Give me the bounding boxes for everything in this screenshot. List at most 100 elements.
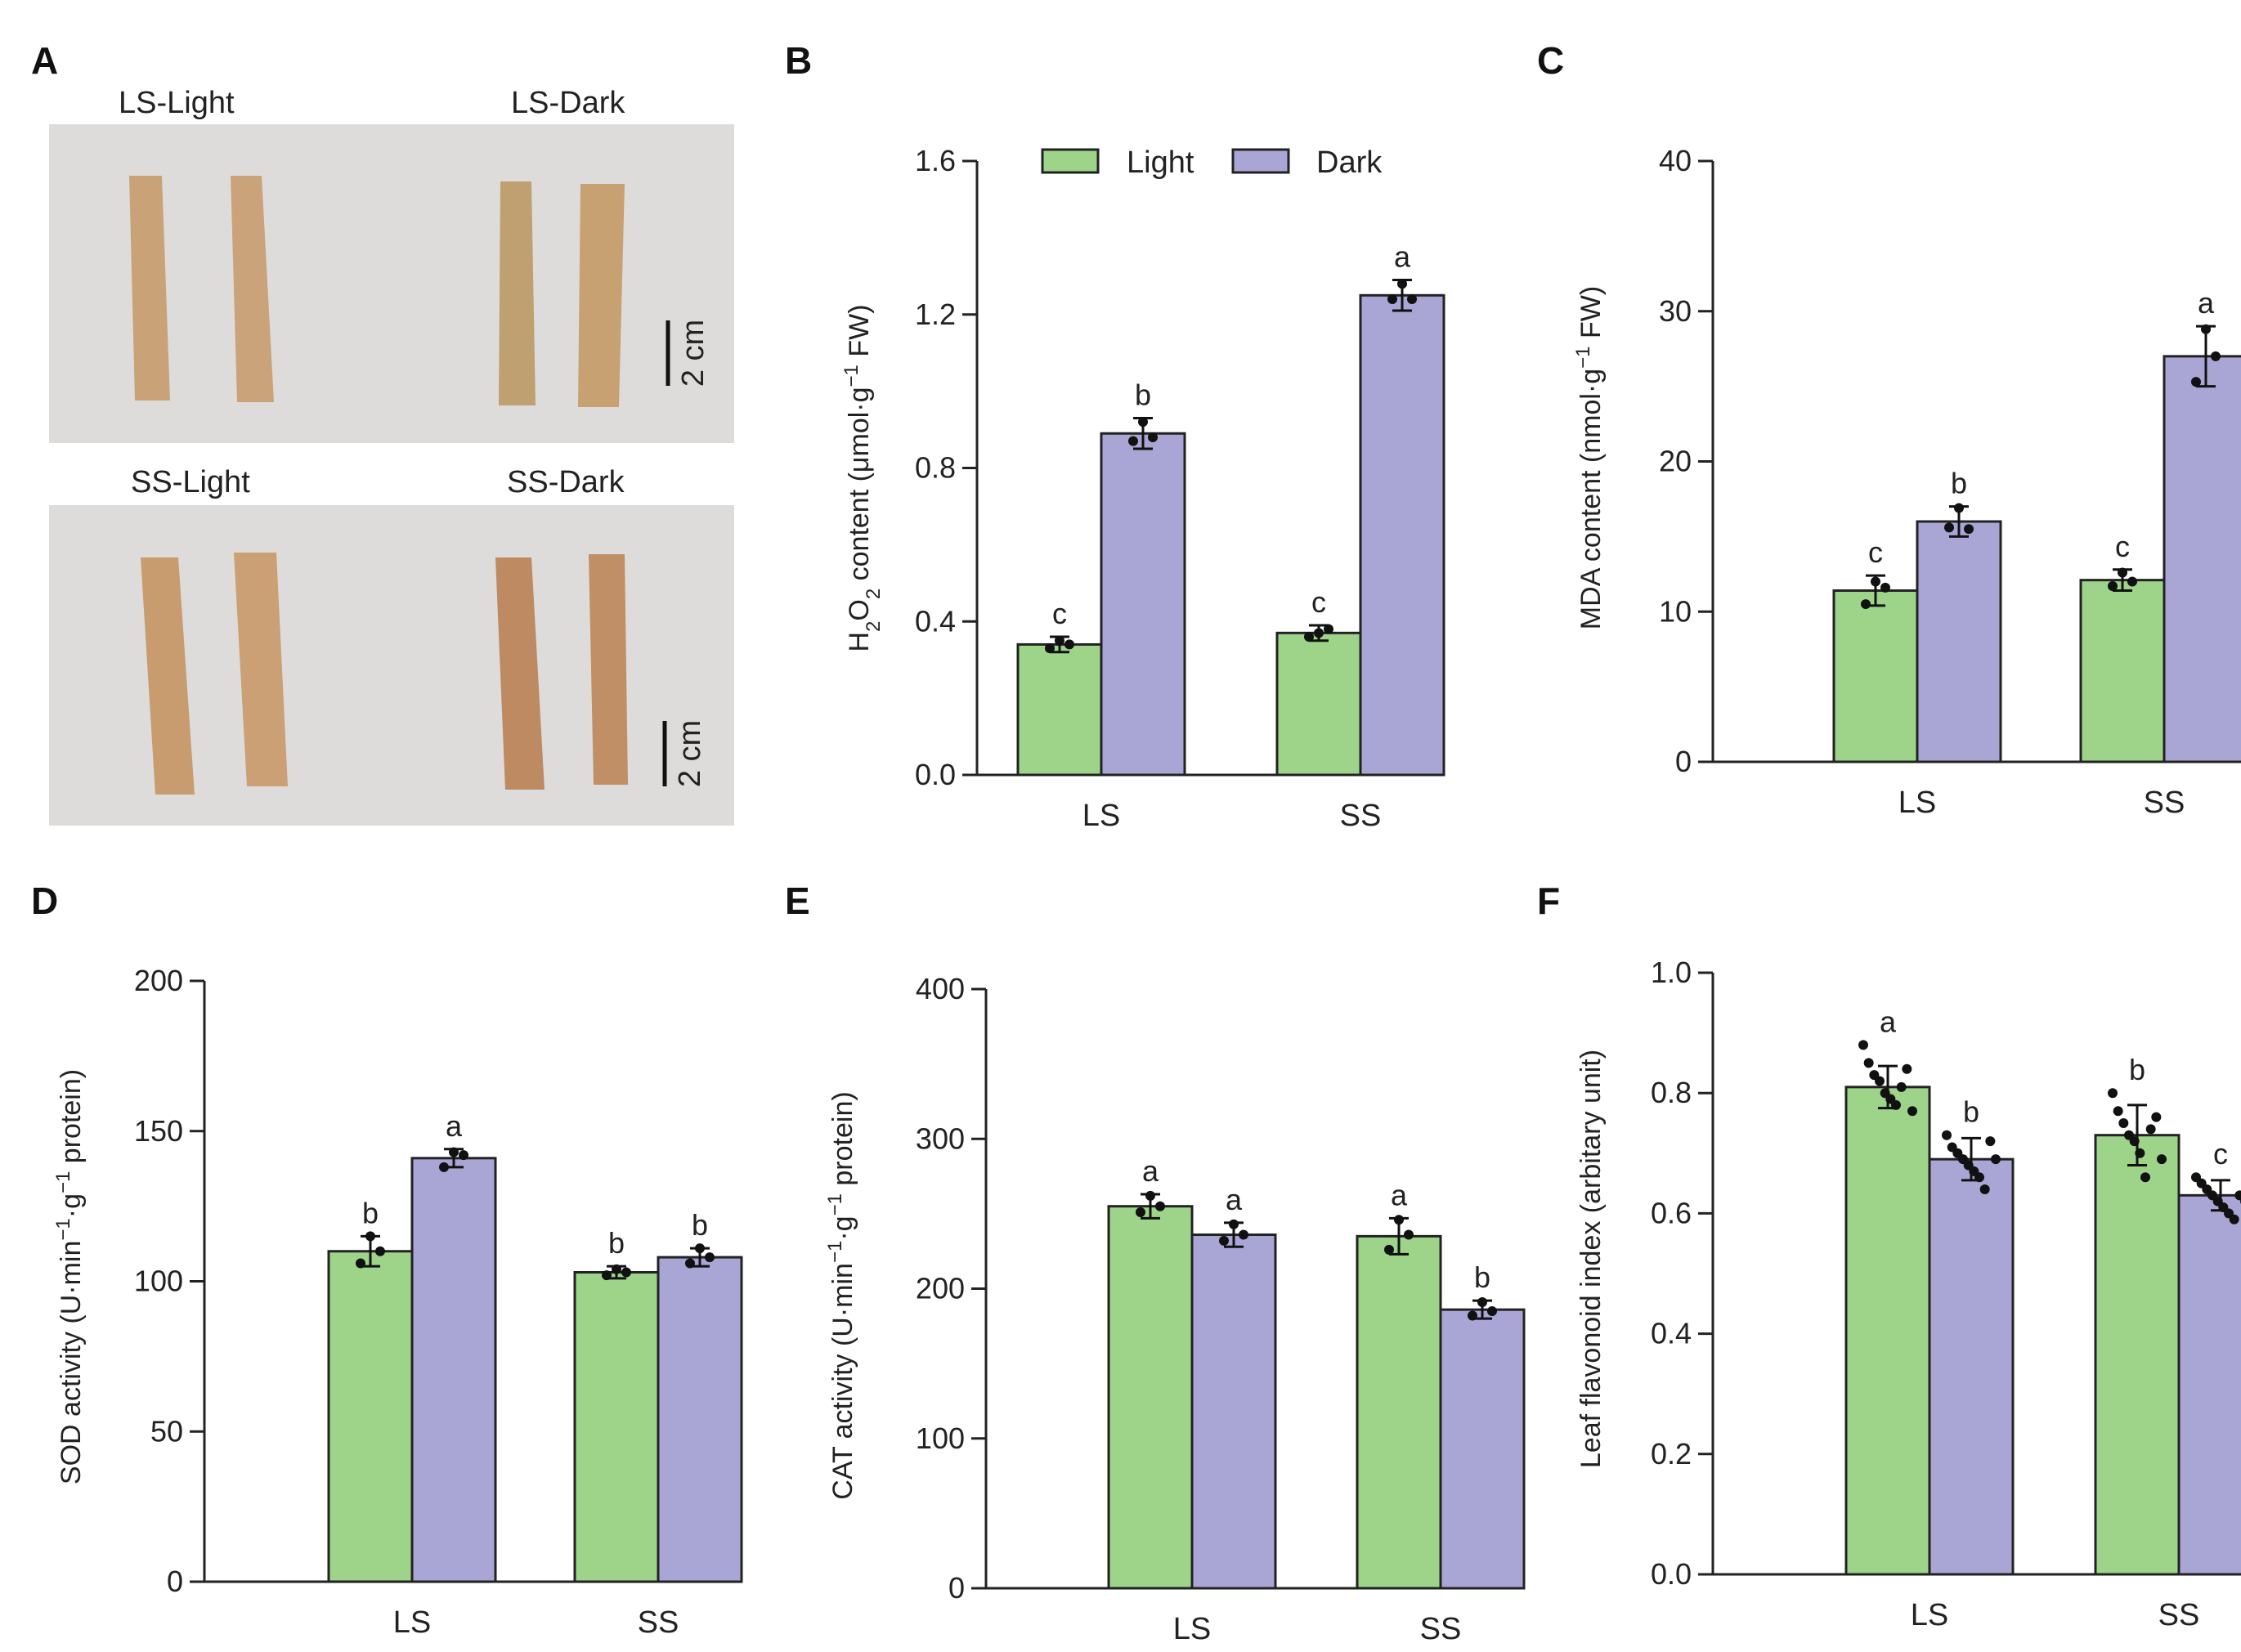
bar-dark-ss [1439,1308,1526,1590]
y-tick-label: 1.2 [915,298,956,331]
significance-letter: b [1474,1260,1490,1294]
leaf-ss-dark-1 [495,557,545,790]
data-point [612,1264,621,1274]
x-tick-label-ls: LS [393,1605,431,1640]
data-point [2118,567,2127,578]
data-point [1902,1063,1912,1074]
significance-letter: b [692,1208,708,1242]
data-point [621,1267,631,1278]
x-tick-label-ss: SS [2158,1598,2200,1632]
y-tick-label: 0.4 [1651,1317,1692,1350]
data-point [2129,1136,2140,1147]
x-tick-label-ls: LS [1898,786,1936,820]
data-point [1985,1136,1996,1147]
bar-dark-ss [657,1256,743,1583]
y-tick-label: 0.2 [1651,1437,1692,1471]
data-point [2151,1112,2162,1122]
significance-letter: c [2115,530,2130,563]
chart-c: C MDA content (nmol·g−1 FW) 0 10 20 30 40 c c b… [1537,39,2241,820]
legend: Light Dark [1041,146,1383,180]
data-point [2127,576,2137,587]
data-point [2229,1214,2239,1224]
scale-bar-label-top: 2 cm [676,320,710,387]
significance-letter: a [1394,240,1411,274]
panel-letter-a: A [31,39,58,82]
significance-letter: c [1052,597,1067,630]
data-point [1896,1081,1907,1092]
significance-letter: c [1868,535,1883,569]
bar-light-ss [1275,631,1362,777]
panel-letter-f: F [1537,880,1560,922]
y-tick-label: 0.4 [915,604,956,638]
y-axis-title-b: H2O2 content (μmol·g−1 FW) [840,304,885,651]
significance-letter: b [362,1196,379,1229]
legend-swatch-dark [1231,148,1290,174]
data-point [1477,1296,1487,1307]
y-tick-label: 0.0 [1651,1557,1692,1591]
y-tick-label: 0 [948,1571,965,1605]
x-tick-label-ss: SS [2144,786,2185,820]
photo-label-ls-dark: LS-Dark [511,86,625,120]
data-point [1875,1076,1885,1086]
bar-light-ss [2094,1134,2180,1576]
y-tick-label: 300 [916,1121,965,1155]
data-point [1891,1099,1901,1110]
data-point [1974,1172,1984,1183]
panel-letter-e: E [785,880,810,922]
data-point [459,1150,468,1161]
significance-letter: a [1142,1154,1159,1188]
x-tick-label-ls: LS [1082,799,1120,833]
leaf-ss-dark-2 [589,554,628,785]
legend-label-light: Light [1127,146,1194,180]
data-point [685,1258,695,1269]
y-tick-label: 0.8 [915,451,956,485]
data-point [2140,1172,2150,1183]
data-point [2211,351,2221,361]
data-point [1397,279,1407,289]
data-point [1145,1190,1155,1201]
data-point [1858,1040,1868,1050]
significance-letter: b [1963,1095,1979,1129]
bar-dark-ss [2177,1193,2241,1576]
data-point [1128,436,1138,446]
data-point [2201,324,2211,334]
significance-letter: a [1226,1183,1243,1216]
chart-e: E CAT activity (U·min−1·g−1 protein) 0 10… [785,880,1526,1646]
data-point [375,1246,385,1256]
leaf-ls-light-1 [129,176,170,401]
data-point [1138,417,1148,428]
data-point [1387,293,1397,304]
y-tick-label: 0 [1675,745,1692,778]
data-point [2234,1190,2241,1201]
data-point [1229,1219,1239,1229]
significance-letter: c [1311,585,1326,619]
leaf-ss-light-1 [141,557,195,795]
bar-light-ss [2079,579,2166,763]
data-point [705,1252,715,1263]
y-tick-label: 100 [134,1265,183,1298]
data-point [1239,1229,1248,1240]
data-point [1064,639,1074,650]
y-tick-label: 30 [1659,294,1692,328]
data-point [449,1147,459,1157]
y-tick-label: 100 [916,1421,965,1455]
data-point [1404,1229,1414,1240]
data-point [1979,1184,1990,1194]
data-point [1394,1215,1404,1225]
y-tick-label: 150 [134,1114,183,1148]
data-point [1324,624,1333,634]
bar-dark-ss [2163,355,2241,763]
data-point [1314,628,1324,638]
y-axis-title-d: SOD activity (U·min−1·g−1 protein) [52,1069,87,1484]
significance-letter: a [2198,286,2215,320]
panel-a: A LS-Light LS-Dark 2 cm SS-Light SS-Dark… [31,39,734,826]
bar-dark-ls [410,1157,497,1583]
leaf-ls-dark-1 [499,181,536,405]
bar-light-ls [1832,589,1919,763]
bar-dark-ls [1928,1157,2015,1576]
data-point [1384,1244,1394,1255]
significance-letter: b [608,1226,625,1260]
bar-light-ls [327,1250,414,1583]
data-point [2118,1118,2129,1128]
